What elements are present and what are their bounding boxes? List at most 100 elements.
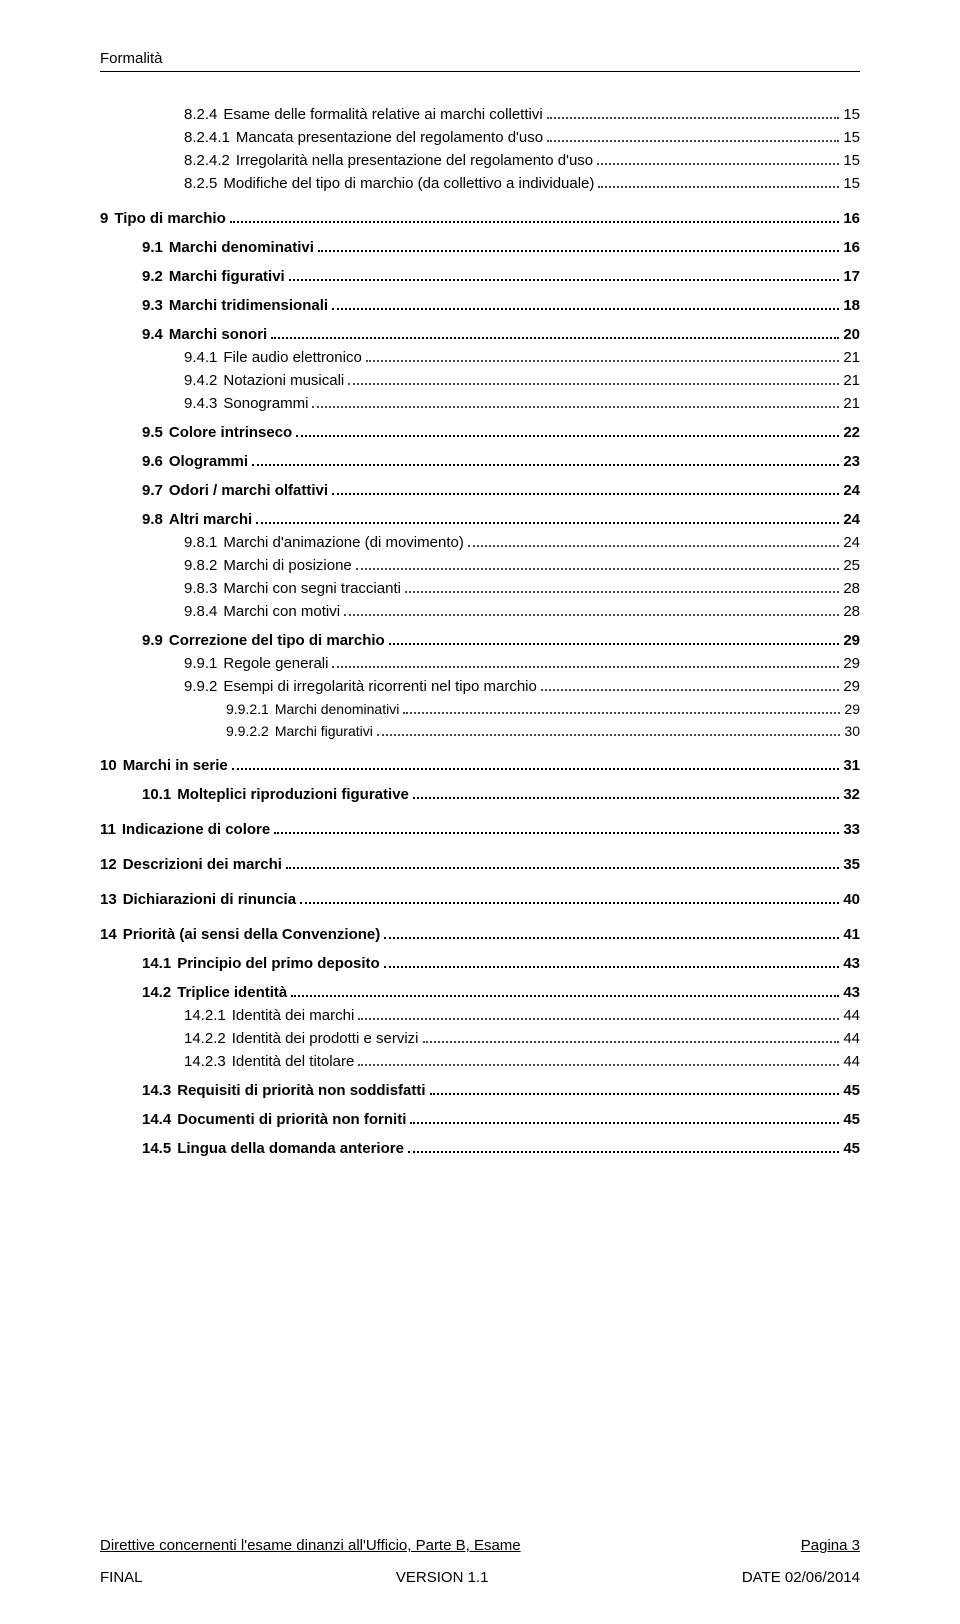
footer-right: DATE 02/06/2014 xyxy=(742,1569,860,1586)
toc-entry[interactable]: 9Tipo di marchio16 xyxy=(100,210,860,227)
toc-entry[interactable]: 10.1Molteplici riproduzioni figurative32 xyxy=(142,786,860,803)
toc-entry[interactable]: 10Marchi in serie31 xyxy=(100,757,860,774)
toc-dots xyxy=(230,221,840,223)
toc-dots xyxy=(274,832,839,834)
toc-dots xyxy=(344,614,839,616)
toc-entry-page: 29 xyxy=(843,678,860,695)
toc-entry[interactable]: 9.8.3Marchi con segni traccianti28 xyxy=(184,580,860,597)
toc-entry[interactable]: 9.5Colore intrinseco22 xyxy=(142,424,860,441)
footer-link: Direttive concernenti l'esame dinanzi al… xyxy=(100,1537,521,1554)
toc-entry[interactable]: 9.9.2.1Marchi denominativi29 xyxy=(226,701,860,717)
toc-entry-page: 40 xyxy=(843,891,860,908)
toc-entry[interactable]: 14.2.1Identità dei marchi44 xyxy=(184,1007,860,1024)
toc-entry-number: 9.4 xyxy=(142,326,163,343)
toc-dots xyxy=(384,937,839,939)
toc-entry-page: 33 xyxy=(843,821,860,838)
toc-entry-number: 14.2.2 xyxy=(184,1030,226,1047)
toc-entry-label: Marchi di posizione xyxy=(223,557,351,574)
toc-dots xyxy=(366,360,840,362)
toc-entry-page: 20 xyxy=(843,326,860,343)
toc-entry[interactable]: 9.8.1Marchi d'animazione (di movimento)2… xyxy=(184,534,860,551)
toc-entry[interactable]: 9.9.1Regole generali29 xyxy=(184,655,860,672)
toc-entry[interactable]: 14.5Lingua della domanda anteriore45 xyxy=(142,1140,860,1157)
footer-page-number: Pagina 3 xyxy=(801,1537,860,1554)
toc-dots xyxy=(547,140,839,142)
toc-entry[interactable]: 9.4.3Sonogrammi21 xyxy=(184,395,860,412)
toc-entry-page: 25 xyxy=(843,557,860,574)
toc-entry-number: 9 xyxy=(100,210,108,227)
toc-entry-page: 28 xyxy=(843,580,860,597)
toc-entry-number: 9.8.3 xyxy=(184,580,217,597)
toc-entry[interactable]: 9.1Marchi denominativi16 xyxy=(142,239,860,256)
toc-entry[interactable]: 14.2.2 Identità dei prodotti e servizi 44 xyxy=(184,1030,860,1047)
toc-entry-number: 9.2 xyxy=(142,268,163,285)
toc-entry-number: 14.3 xyxy=(142,1082,171,1099)
toc-dots xyxy=(318,250,839,252)
footer-left: FINAL xyxy=(100,1569,143,1586)
toc-entry-number: 14.2 xyxy=(142,984,171,1001)
toc-entry[interactable]: 8.2.5 Modifiche del tipo di marchio (da c… xyxy=(184,175,860,192)
page-header: Formalità xyxy=(100,50,860,72)
toc-dots xyxy=(389,643,840,645)
toc-entry[interactable]: 9.9Correzione del tipo di marchio29 xyxy=(142,632,860,649)
toc-entry[interactable]: 9.4Marchi sonori20 xyxy=(142,326,860,343)
toc-entry[interactable]: 13Dichiarazioni di rinuncia40 xyxy=(100,891,860,908)
toc-dots xyxy=(289,279,840,281)
toc-entry-label: Identità del titolare xyxy=(232,1053,355,1070)
toc-entry-number: 9.8.2 xyxy=(184,557,217,574)
toc-entry[interactable]: 8.2.4.2Irregolarità nella presentazione … xyxy=(184,152,860,169)
toc-entry[interactable]: 9.2Marchi figurativi17 xyxy=(142,268,860,285)
toc-entry[interactable]: 8.2.4Esame delle formalità relative ai m… xyxy=(184,106,860,123)
toc-entry-page: 15 xyxy=(843,175,860,192)
toc-entry-label: Descrizioni dei marchi xyxy=(123,856,282,873)
toc-dots xyxy=(348,383,839,385)
toc-entry[interactable]: 14.1Principio del primo deposito43 xyxy=(142,955,860,972)
toc-entry[interactable]: 14.2Triplice identità43 xyxy=(142,984,860,1001)
toc-dots xyxy=(410,1122,839,1124)
toc-entry-label: Marchi denominativi xyxy=(275,701,400,717)
toc-entry-page: 41 xyxy=(843,926,860,943)
toc-entry-number: 8.2.5 xyxy=(184,175,217,192)
toc-dots xyxy=(296,435,839,437)
toc-dots xyxy=(408,1151,839,1153)
toc-entry[interactable]: 14.2.3Identità del titolare44 xyxy=(184,1053,860,1070)
toc-entry[interactable]: 14Priorità (ai sensi della Convenzione)4… xyxy=(100,926,860,943)
toc-entry-page: 44 xyxy=(843,1053,860,1070)
toc-entry[interactable]: 9.9.2Esempi di irregolarità ricorrenti n… xyxy=(184,678,860,695)
toc-entry[interactable]: 9.8Altri marchi24 xyxy=(142,511,860,528)
toc-entry-label: Triplice identità xyxy=(177,984,287,1001)
toc-dots xyxy=(271,337,839,339)
toc-entry[interactable]: 14.4Documenti di priorità non forniti45 xyxy=(142,1111,860,1128)
toc-entry[interactable]: 9.7Odori / marchi olfattivi24 xyxy=(142,482,860,499)
toc-dots xyxy=(300,902,839,904)
toc-dots xyxy=(405,591,839,593)
toc-entry[interactable]: 9.8.2 Marchi di posizione 25 xyxy=(184,557,860,574)
toc-entry-number: 9.8 xyxy=(142,511,163,528)
toc-entry[interactable]: 9.4.2Notazioni musicali21 xyxy=(184,372,860,389)
toc-entry[interactable]: 9.6Ologrammi23 xyxy=(142,453,860,470)
toc-entry-label: Identità dei marchi xyxy=(232,1007,355,1024)
toc-entry[interactable]: 9.4.1File audio elettronico21 xyxy=(184,349,860,366)
toc-entry-label: Correzione del tipo di marchio xyxy=(169,632,385,649)
toc-entry[interactable]: 8.2.4.1Mancata presentazione del regolam… xyxy=(184,129,860,146)
footer-bottom: FINAL VERSION 1.1 DATE 02/06/2014 xyxy=(100,1569,860,1586)
toc-entry-label: Modifiche del tipo di marchio (da collet… xyxy=(223,175,594,192)
toc-entry[interactable]: 9.9.2.2Marchi figurativi30 xyxy=(226,723,860,739)
toc-entry-label: Identità dei prodotti e servizi xyxy=(232,1030,419,1047)
toc-dots xyxy=(356,568,840,570)
toc-entry-page: 16 xyxy=(843,239,860,256)
toc-dots xyxy=(291,995,839,997)
toc-entry[interactable]: 9.8.4Marchi con motivi28 xyxy=(184,603,860,620)
toc-entry-number: 9.4.3 xyxy=(184,395,217,412)
toc-entry-page: 44 xyxy=(843,1030,860,1047)
toc-entry[interactable]: 11Indicazione di colore33 xyxy=(100,821,860,838)
toc-dots xyxy=(358,1064,839,1066)
toc-entry-label: Marchi figurativi xyxy=(169,268,285,285)
toc-entry[interactable]: 14.3Requisiti di priorità non soddisfatt… xyxy=(142,1082,860,1099)
toc-entry[interactable]: 12Descrizioni dei marchi35 xyxy=(100,856,860,873)
toc-dots xyxy=(423,1041,840,1043)
toc-entry-label: Regole generali xyxy=(223,655,328,672)
toc-entry[interactable]: 9.3Marchi tridimensionali18 xyxy=(142,297,860,314)
toc-dots xyxy=(597,163,839,165)
toc-entry-number: 14 xyxy=(100,926,117,943)
